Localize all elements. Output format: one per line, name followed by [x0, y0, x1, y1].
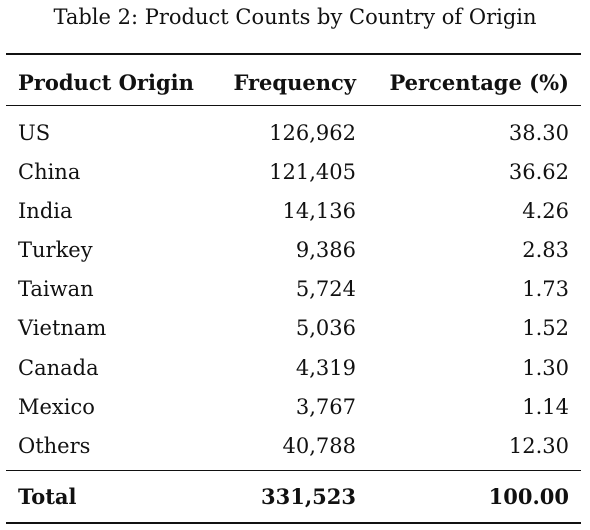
origin-cell: Turkey: [18, 238, 93, 262]
origin-cell: India: [18, 199, 73, 223]
total-row: Total 331,523 100.00: [0, 480, 590, 514]
header-rule: [6, 105, 581, 106]
table-row: China 121,405 36.62: [0, 155, 590, 189]
origin-cell: China: [18, 160, 81, 184]
table-row: India 14,136 4.26: [0, 194, 590, 228]
frequency-cell: 5,724: [295, 277, 356, 301]
total-percentage: 100.00: [488, 484, 569, 509]
percentage-cell: 1.73: [522, 277, 569, 301]
top-rule: [6, 53, 581, 55]
percentage-cell: 12.30: [508, 434, 569, 458]
table-header-row: Product Origin Frequency Percentage (%): [0, 66, 590, 100]
table-row: Turkey 9,386 2.83: [0, 233, 590, 267]
frequency-cell: 126,962: [269, 121, 356, 145]
table-row: Taiwan 5,724 1.73: [0, 272, 590, 306]
origin-cell: Taiwan: [18, 277, 94, 301]
origin-cell: Mexico: [18, 395, 95, 419]
percentage-cell: 1.14: [522, 395, 569, 419]
origin-cell: US: [18, 121, 51, 145]
origin-cell: Vietnam: [18, 316, 107, 340]
header-frequency: Frequency: [233, 70, 356, 95]
table-row: Others 40,788 12.30: [0, 429, 590, 463]
percentage-cell: 4.26: [522, 199, 569, 223]
frequency-cell: 9,386: [295, 238, 356, 262]
header-percentage: Percentage (%): [389, 70, 569, 95]
total-rule: [6, 470, 581, 471]
frequency-cell: 4,319: [295, 356, 356, 380]
frequency-cell: 121,405: [269, 160, 356, 184]
percentage-cell: 38.30: [508, 121, 569, 145]
table-row: Canada 4,319 1.30: [0, 351, 590, 385]
percentage-cell: 1.30: [522, 356, 569, 380]
frequency-cell: 40,788: [282, 434, 356, 458]
origin-cell: Others: [18, 434, 91, 458]
frequency-cell: 3,767: [295, 395, 356, 419]
origin-cell: Canada: [18, 356, 99, 380]
total-frequency: 331,523: [261, 484, 356, 509]
percentage-cell: 36.62: [508, 160, 569, 184]
frequency-cell: 14,136: [282, 199, 356, 223]
header-product-origin: Product Origin: [18, 70, 194, 95]
bottom-rule: [6, 522, 581, 524]
percentage-cell: 2.83: [522, 238, 569, 262]
table-row: Mexico 3,767 1.14: [0, 390, 590, 424]
table-row: Vietnam 5,036 1.52: [0, 311, 590, 345]
total-label: Total: [18, 484, 77, 509]
table-caption: Table 2: Product Counts by Country of Or…: [53, 5, 537, 29]
table-row: US 126,962 38.30: [0, 116, 590, 150]
frequency-cell: 5,036: [295, 316, 356, 340]
percentage-cell: 1.52: [522, 316, 569, 340]
